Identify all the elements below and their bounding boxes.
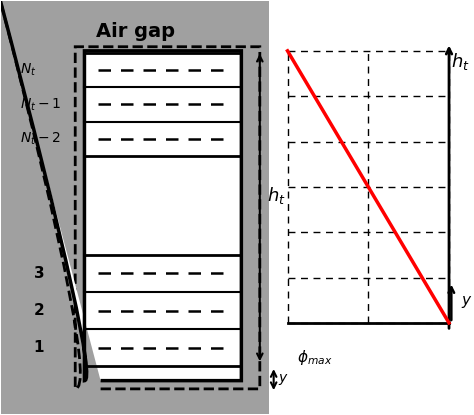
Text: $\phi_{max}$: $\phi_{max}$ [297,348,332,367]
Text: $h_t$: $h_t$ [267,185,285,206]
Text: 1: 1 [34,340,44,355]
Text: $y$: $y$ [461,294,472,310]
Text: $h_t$: $h_t$ [451,51,470,72]
Text: Air gap: Air gap [96,22,175,41]
PathPatch shape [84,51,241,381]
Text: 2: 2 [34,303,45,318]
Text: 3: 3 [34,266,44,281]
Text: $y$: $y$ [278,372,289,387]
Text: $N_t$: $N_t$ [20,62,36,78]
Text: $N_t - 2$: $N_t - 2$ [20,131,61,147]
Bar [1,1,269,414]
Text: $N_t - 1$: $N_t - 1$ [20,96,61,112]
